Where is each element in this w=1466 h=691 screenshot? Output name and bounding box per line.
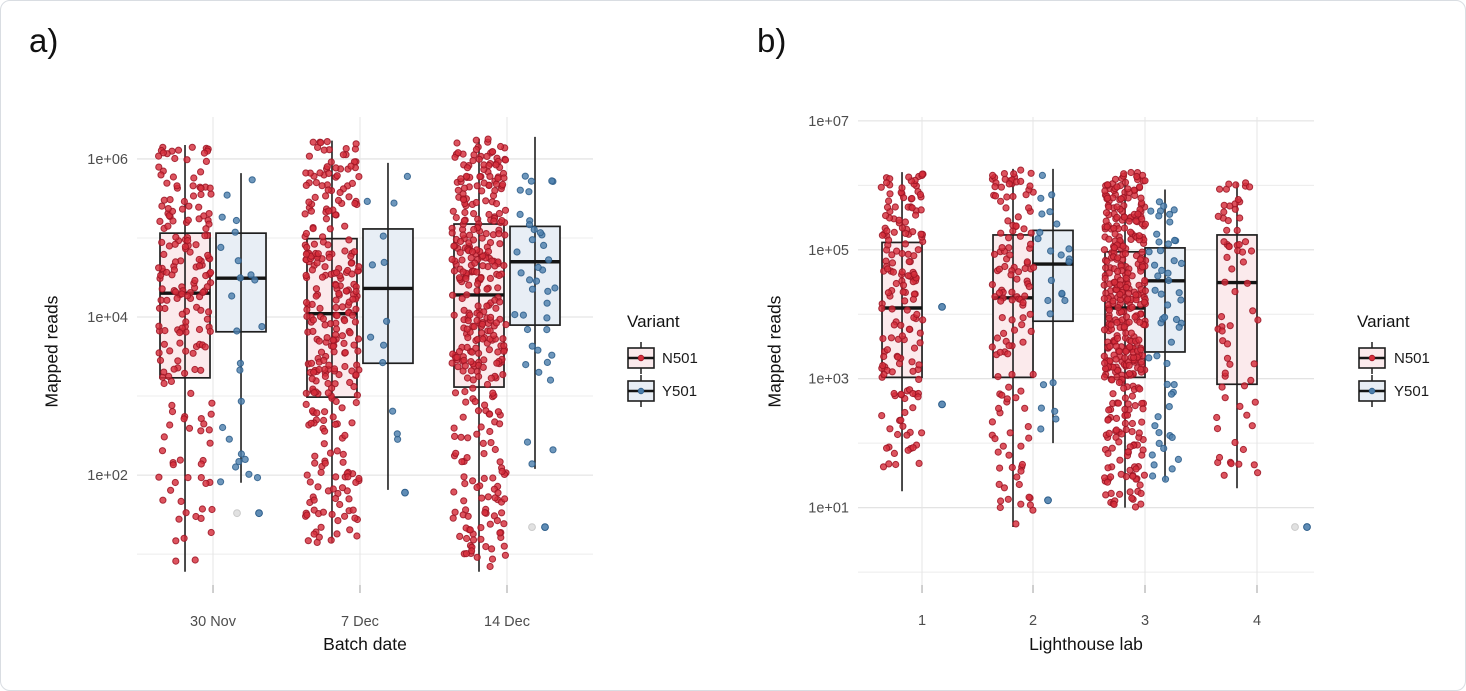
svg-text:2: 2 xyxy=(1029,613,1037,629)
svg-text:1e+02: 1e+02 xyxy=(87,468,128,484)
panel-b-label: b) xyxy=(757,22,787,59)
svg-text:1e+01: 1e+01 xyxy=(808,501,849,517)
svg-text:1e+03: 1e+03 xyxy=(808,372,849,388)
y-axis-title-a: Mapped reads xyxy=(41,295,62,408)
panel-a-points xyxy=(155,135,559,571)
legend-b-title: Variant xyxy=(1357,312,1410,331)
svg-text:1: 1 xyxy=(918,613,926,629)
x-axis-title-a: Batch date xyxy=(323,634,407,654)
legend-a-item-n501-label: N501 xyxy=(662,350,698,367)
panel-b-boxes xyxy=(881,168,1258,528)
panel-b-axis: 1e+01 1e+03 1e+05 1e+07 1 2 3 4 xyxy=(808,114,1261,629)
panel-a-axis: 1e+02 1e+04 1e+06 30 Nov 7 Dec 14 Dec xyxy=(87,152,530,630)
y-axis-title-b: Mapped reads xyxy=(764,295,785,408)
panel-b-points xyxy=(877,166,1311,531)
svg-text:4: 4 xyxy=(1253,613,1261,629)
svg-text:7 Dec: 7 Dec xyxy=(341,614,379,630)
legend-a-item-y501-label: Y501 xyxy=(662,383,698,400)
svg-text:1e+07: 1e+07 xyxy=(808,114,849,130)
legend-glyphs xyxy=(627,342,1386,407)
x-axis-title-b: Lighthouse lab xyxy=(1029,634,1143,654)
legend-b-item-y501-label: Y501 xyxy=(1394,383,1430,400)
svg-text:30 Nov: 30 Nov xyxy=(190,614,237,630)
panel-a-label: a) xyxy=(29,22,59,59)
svg-text:3: 3 xyxy=(1141,613,1149,629)
svg-text:1e+06: 1e+06 xyxy=(87,152,128,168)
legend-a-title: Variant xyxy=(627,312,680,331)
svg-text:14 Dec: 14 Dec xyxy=(484,614,530,630)
svg-text:1e+05: 1e+05 xyxy=(808,243,849,259)
svg-text:1e+04: 1e+04 xyxy=(87,310,128,326)
legend-b-item-n501-label: N501 xyxy=(1394,350,1430,367)
